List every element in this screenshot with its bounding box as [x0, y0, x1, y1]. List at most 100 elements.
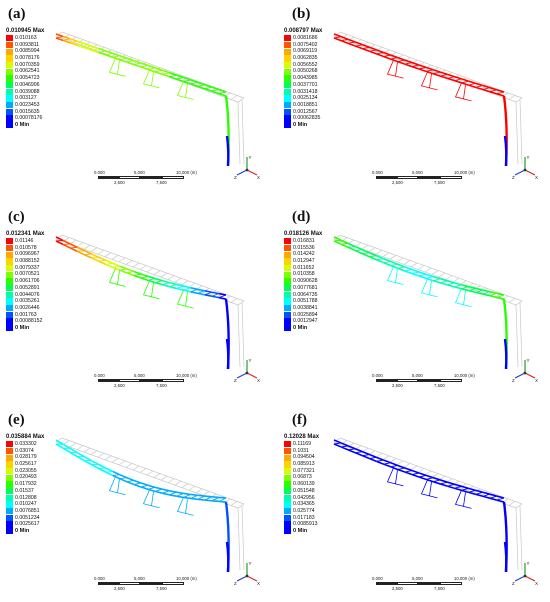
beam-web	[348, 448, 356, 451]
beam-upper-chord	[376, 456, 384, 461]
beam-upper-chord	[461, 283, 469, 288]
ghost-web	[508, 298, 516, 303]
beam-web	[84, 45, 92, 49]
legend-swatch	[284, 102, 291, 109]
legend-swatch	[6, 508, 13, 515]
legend-swatch	[6, 61, 13, 69]
beam-web	[333, 36, 342, 39]
axis-y-label: Y	[527, 561, 530, 566]
ghost-web	[459, 483, 467, 489]
legend-row: 0.0079337	[6, 265, 86, 272]
color-legend: 0.008797 Max 0.0081686 0.0075402 0.0069119 0…	[284, 28, 364, 129]
beam-lower-chord	[383, 261, 391, 267]
beam-web	[489, 292, 498, 297]
legend-value: 0.0093811	[15, 41, 40, 48]
beam-lower-chord	[390, 58, 399, 63]
scale-tick-label: 10,000 (m)	[176, 576, 197, 581]
beam-web	[404, 269, 413, 272]
ghost-web	[132, 465, 140, 471]
beam-web	[183, 287, 191, 291]
legend-row: 0.0085913	[284, 521, 364, 528]
beam-upper-chord	[98, 256, 106, 261]
support-leg-base	[225, 338, 230, 370]
legend-value: 0.0037701	[293, 81, 318, 88]
result-panel: (b) 0.008797 Max 0.0081686 0.0075402 0.00691…	[278, 0, 548, 196]
scale-bar: 0.000 5,000 10,000 (m) 2,500 7,500	[94, 576, 197, 598]
beam-lower-chord	[197, 498, 205, 501]
axis-z-label: Z	[234, 378, 237, 383]
beam-upper-chord	[454, 282, 462, 286]
beam-lower-chord	[169, 75, 177, 80]
beam-web	[119, 268, 127, 271]
beam-upper-chord	[425, 66, 434, 71]
beam-upper-chord	[340, 239, 349, 245]
legend-min: 0 Min	[15, 527, 30, 534]
legend-swatch	[284, 35, 291, 42]
color-legend: 0.010945 Max 0.010163 0.0093811 0.0085994 0.…	[6, 28, 86, 129]
legend-value: 0.0064735	[293, 291, 318, 298]
legend-value: 0.010358	[293, 271, 315, 278]
beam-upper-chord	[140, 482, 149, 487]
beam-upper-chord	[333, 236, 342, 241]
legend-row: 0.014242	[284, 251, 364, 258]
scale-tick-label: 0.000	[94, 170, 105, 175]
legend-row: 0.094504	[284, 454, 364, 461]
beam-web	[355, 44, 363, 47]
beam-lower-chord	[333, 37, 342, 42]
legend-row: 0.06873	[284, 474, 364, 481]
legend-row: 0 Min	[284, 325, 364, 332]
axis-origin	[523, 574, 527, 578]
beam-lower-chord	[411, 473, 420, 478]
beam-web	[98, 259, 106, 262]
ghost-web	[195, 488, 203, 494]
beam-upper-chord	[432, 476, 441, 481]
beam-web	[496, 91, 505, 95]
axis-triad-icon: Y X Z	[512, 155, 538, 180]
hanger	[420, 479, 438, 499]
beam-web	[433, 479, 441, 483]
legend-swatch	[284, 508, 291, 515]
legend-max: 0.035884 Max	[6, 434, 45, 440]
beam-lower-chord	[218, 296, 227, 300]
beam-lower-chord	[454, 79, 462, 84]
beam-web	[468, 82, 476, 86]
legend-swatch	[6, 467, 13, 475]
beam-lower-chord	[347, 449, 356, 454]
beam-web	[369, 255, 377, 258]
beam-lower-chord	[340, 446, 349, 451]
structure-model	[333, 234, 523, 370]
beam-upper-chord	[404, 59, 413, 64]
legend-row: 0.01537	[6, 488, 86, 495]
axis-z	[236, 372, 248, 379]
scale-segment	[418, 379, 440, 382]
legend-row: 0.11169	[284, 441, 364, 448]
beam-web	[404, 62, 413, 65]
beam-upper-chord	[489, 86, 498, 91]
ghost-web	[104, 252, 112, 258]
legend-swatch	[284, 298, 291, 305]
legend-row: 0.0088152	[6, 258, 86, 265]
scale-bar: 0.000 5,000 10,000 (m) 2,500 7,500	[94, 373, 197, 395]
beam-web	[362, 454, 370, 457]
beam-lower-chord	[119, 269, 128, 274]
scale-tick-label: 2,500	[114, 180, 125, 185]
legend-row: 0.028179	[6, 454, 86, 461]
beam-lower-chord	[204, 499, 212, 502]
beam-lower-chord	[169, 285, 177, 290]
legend-value: 0.0070521	[15, 271, 40, 278]
scale-segment	[418, 176, 440, 179]
beam-lower-chord	[154, 71, 163, 76]
axis-z	[514, 169, 526, 176]
ghost-web	[160, 272, 168, 278]
ghost-web	[508, 95, 516, 100]
legend-row: 0.0064735	[284, 292, 364, 299]
ghost-web	[382, 455, 390, 461]
beam-web	[169, 491, 177, 496]
ghost-web	[174, 480, 182, 486]
legend-row: 0.0035261	[6, 298, 86, 305]
beam-web	[418, 273, 427, 277]
beam-lower-chord	[126, 272, 135, 277]
ghost-web	[396, 460, 404, 466]
support-leg-base	[503, 338, 508, 370]
beam-web	[390, 57, 398, 60]
